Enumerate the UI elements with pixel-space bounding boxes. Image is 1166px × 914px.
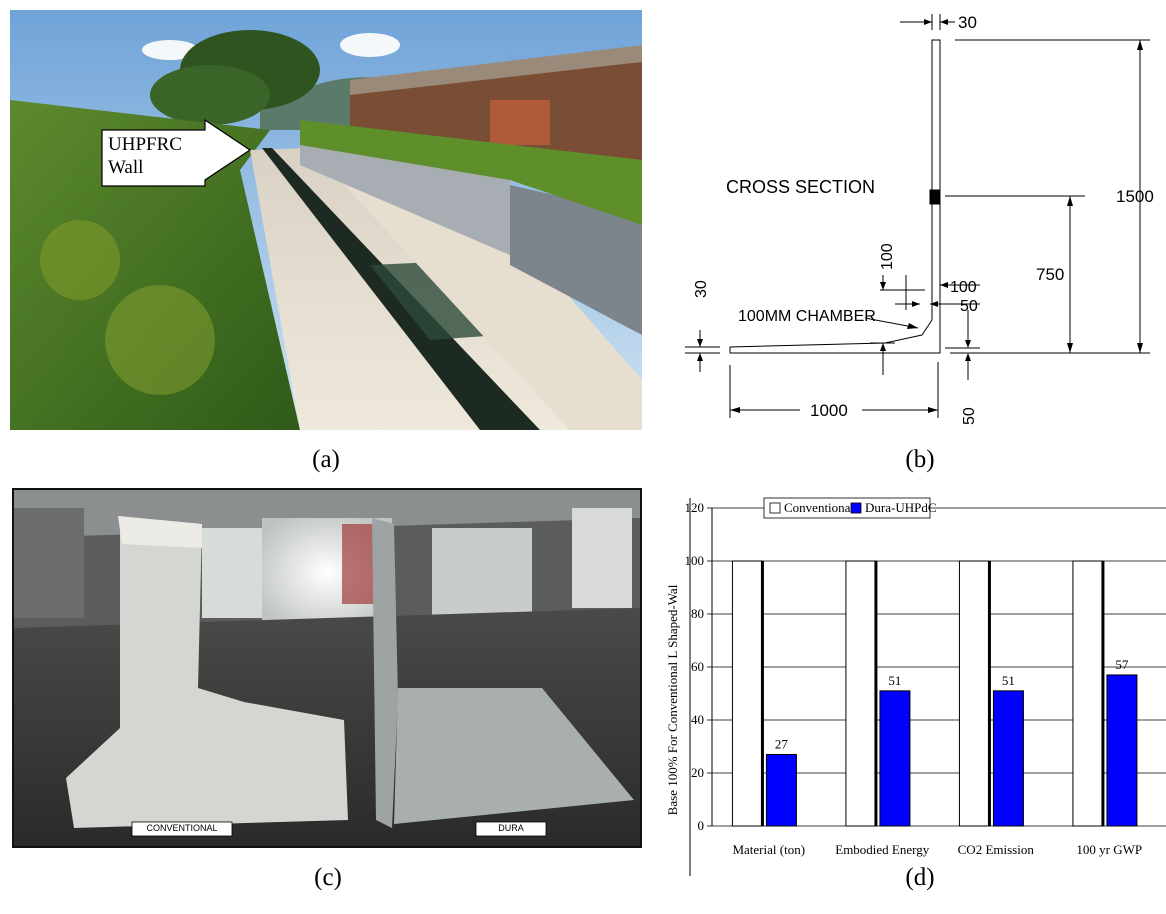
dim-30-left: 30 bbox=[693, 280, 710, 298]
y-tick-labels: 0 20 40 60 80 100 120 bbox=[685, 500, 705, 833]
bars bbox=[732, 561, 1136, 826]
caption-d: (d) bbox=[880, 864, 960, 892]
data-label: 57 bbox=[1115, 657, 1129, 672]
bar-chart: 0 20 40 60 80 100 120 Material (ton) Embodied E… bbox=[660, 488, 1166, 878]
caption-a: (a) bbox=[286, 446, 366, 474]
legend-label-conventional: Conventional bbox=[784, 500, 854, 515]
legend-swatch-dura bbox=[851, 503, 861, 513]
bar-conventional bbox=[846, 561, 876, 826]
caption-b: (b) bbox=[880, 446, 960, 474]
window bbox=[202, 528, 262, 618]
y-tick-label: 120 bbox=[685, 500, 705, 515]
dim-50-horizontal: 50 bbox=[960, 298, 978, 315]
photo-panel-c: CONVENTIONAL DURA bbox=[12, 488, 642, 848]
callout-text: UHPFRC Wall bbox=[108, 133, 182, 179]
shed-wall bbox=[490, 100, 550, 145]
bar-dura bbox=[766, 754, 796, 826]
bar-conventional bbox=[732, 561, 762, 826]
dim-mid-height: 750 bbox=[1036, 265, 1064, 284]
window bbox=[572, 508, 632, 608]
bar-dura bbox=[993, 691, 1023, 826]
data-label: 27 bbox=[775, 736, 789, 751]
legend: Conventional Dura-UHPdC bbox=[764, 498, 937, 518]
dura-wall-vertical bbox=[372, 518, 398, 828]
chamber-label: 100MM CHAMBER bbox=[738, 308, 876, 325]
callout-line-1: UHPFRC bbox=[108, 133, 182, 156]
x-tick-label: Material (ton) bbox=[732, 842, 805, 857]
chart-panel-d: 0 20 40 60 80 100 120 Material (ton) Embodied E… bbox=[660, 488, 1166, 878]
bar-conventional bbox=[1073, 561, 1103, 826]
x-tick-label: CO2 Emission bbox=[958, 842, 1035, 857]
shelving bbox=[14, 508, 84, 618]
y-tick-label: 80 bbox=[691, 606, 704, 621]
legend-label-dura: Dura-UHPdC bbox=[865, 500, 937, 515]
label-dura: DURA bbox=[476, 823, 546, 833]
cross-section-drawing: 30 1500 750 CROSS SECTION 100 100 50 100… bbox=[660, 0, 1166, 440]
data-label: 51 bbox=[888, 673, 901, 688]
x-tick-label: Embodied Energy bbox=[835, 842, 929, 857]
legend-swatch-conventional bbox=[770, 503, 780, 513]
bar-conventional bbox=[959, 561, 989, 826]
photo-panel-a: UHPFRC Wall bbox=[10, 10, 642, 430]
y-tick-label: 40 bbox=[691, 712, 704, 727]
dim-top-thickness: 30 bbox=[958, 13, 977, 32]
y-tick-label: 100 bbox=[685, 553, 705, 568]
tree bbox=[150, 65, 270, 125]
dim-base-length: 1000 bbox=[810, 401, 848, 420]
window bbox=[432, 528, 532, 618]
y-axis-label: Base 100% For Conventional L Shaped-Wal bbox=[665, 584, 680, 815]
cross-section-panel-b: 30 1500 750 CROSS SECTION 100 100 50 100… bbox=[660, 0, 1166, 440]
data-label: 51 bbox=[1002, 673, 1015, 688]
y-tick-label: 60 bbox=[691, 659, 704, 674]
cloud bbox=[340, 33, 400, 57]
y-tick-label: 0 bbox=[698, 818, 705, 833]
drain-photo bbox=[10, 10, 642, 430]
x-tick-label: 100 yr GWP bbox=[1076, 842, 1142, 857]
callout-line-2: Wall bbox=[108, 156, 182, 179]
bar-dura bbox=[880, 691, 910, 826]
dim-50-bottom: 50 bbox=[961, 407, 978, 425]
y-tick-label: 20 bbox=[691, 765, 704, 780]
label-conventional: CONVENTIONAL bbox=[132, 823, 232, 833]
dim-100-horizontal: 100 bbox=[950, 279, 977, 296]
shrub bbox=[105, 285, 215, 395]
bar-dura bbox=[1107, 675, 1137, 826]
x-tick-labels: Material (ton) Embodied Energy CO2 Emissio… bbox=[732, 842, 1142, 857]
dim-100-vertical: 100 bbox=[879, 243, 896, 270]
section-title: CROSS SECTION bbox=[726, 177, 875, 197]
caption-c: (c) bbox=[288, 864, 368, 892]
factory-photo bbox=[12, 488, 642, 848]
dim-height: 1500 bbox=[1116, 187, 1154, 206]
chamber-marker bbox=[930, 190, 939, 204]
shrub bbox=[40, 220, 120, 300]
